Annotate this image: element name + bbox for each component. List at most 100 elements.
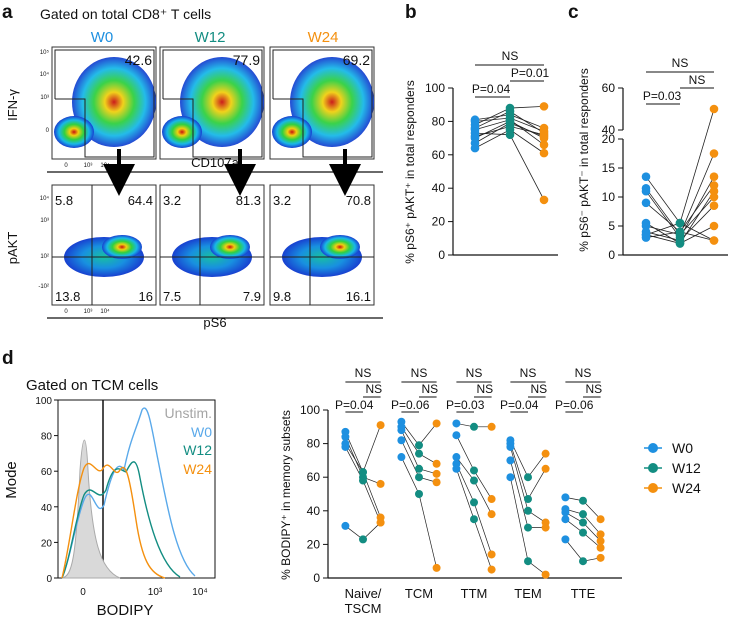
- hist-curve-w24: [61, 462, 166, 579]
- panel-a-bottom-xlabel: pS6: [203, 315, 226, 330]
- bottom-ytick-3: -10²: [38, 284, 49, 290]
- annotation-ns2-1: NS: [421, 382, 438, 396]
- point-2-0-4: [452, 464, 461, 473]
- point-w24-9: [709, 236, 719, 245]
- point-w12-9: [675, 227, 685, 237]
- hist-title: Gated on TCM cells: [26, 377, 158, 394]
- point-1-0-2: [397, 426, 406, 435]
- point-0-0-4: [341, 521, 350, 530]
- category-label-2-0: TTM: [461, 586, 488, 601]
- point-w12-5: [505, 103, 515, 113]
- point-w24-5: [709, 192, 719, 202]
- point-w12-9: [505, 117, 515, 126]
- flow-bottom-density-2: [320, 235, 360, 259]
- panel-d-histogram: Gated on TCM cells Mode BODIPY 0 20 40 60 80…: [3, 377, 216, 619]
- annotation-p-3: P=0.04: [500, 398, 539, 412]
- point-2-0-0: [452, 419, 461, 428]
- flow-top-value-1: 77.9: [233, 52, 260, 68]
- hist-ytick-1: 20: [41, 538, 53, 549]
- hist-curve-unstim: [61, 439, 121, 579]
- category-label-0-0: Naive/: [345, 586, 382, 601]
- y-tick-label-6: 60: [602, 81, 616, 95]
- point-3-1-2: [524, 506, 532, 515]
- point-w0-9: [641, 233, 651, 242]
- point-1-2-4: [432, 563, 441, 572]
- flow-top-value-2: 69.2: [343, 52, 370, 68]
- point-3-1-4: [524, 557, 532, 566]
- point-w24-6: [539, 148, 549, 158]
- point-0-0-1: [341, 432, 350, 441]
- y-tick-label-1: 20: [432, 215, 446, 229]
- point-4-1-1: [579, 510, 587, 519]
- pair-line-0-3: [345, 446, 381, 523]
- point-w24-1: [709, 149, 719, 158]
- point-3-0-3: [506, 456, 515, 465]
- flow-top-density-b-2: [272, 116, 312, 148]
- y-tick-label-5: 40: [602, 123, 616, 137]
- point-1-1-0: [415, 441, 423, 450]
- panel-b-ylabel: % pS6⁺ pAKT⁺ in total responders: [403, 80, 417, 263]
- flow-q-lr-1: 7.9: [243, 289, 261, 304]
- panel-a-col-w24: W24: [308, 29, 339, 46]
- point-w24-6: [709, 201, 719, 210]
- y-tick-label-2: 40: [307, 504, 321, 518]
- y-tick-label-1: 20: [307, 537, 321, 551]
- point-w24-7: [539, 195, 549, 205]
- annotation-p1: P=0.04: [472, 82, 511, 96]
- panel-letter-d: d: [2, 348, 14, 369]
- panel-a-bottom-ylabel: pAKT: [5, 232, 20, 265]
- y-tick-label-1: 5: [608, 219, 615, 233]
- top-xtick-1: 10³: [84, 163, 93, 169]
- point-2-2-3: [487, 550, 496, 559]
- flow-q-ll-1: 7.5: [163, 289, 181, 304]
- point-0-2-4: [376, 518, 385, 527]
- flow-q-ul-0: 5.8: [55, 193, 73, 208]
- point-1-2-3: [432, 478, 441, 487]
- y-tick-label-2: 10: [602, 190, 616, 204]
- hist-xtick-0: 0: [80, 587, 86, 598]
- annotation-p-0: P=0.04: [335, 398, 374, 412]
- point-2-2-2: [487, 510, 496, 519]
- category-label-0-1: TSCM: [345, 601, 382, 616]
- flow-top-gate-2: [272, 49, 373, 158]
- point-2-1-3: [470, 498, 478, 507]
- panel-letter-b: b: [405, 2, 417, 23]
- point-w24-7: [709, 221, 719, 231]
- point-4-1-0: [579, 496, 587, 505]
- point-2-1-2: [470, 476, 478, 485]
- point-0-2-0: [376, 421, 385, 430]
- category-label-4-0: TTE: [571, 586, 596, 601]
- annotation-ns2-2: NS: [476, 382, 493, 396]
- point-4-2-0: [596, 515, 605, 524]
- panel-d-ylabel: % BODIPY⁺ in memory subsets: [279, 410, 293, 580]
- point-3-0-2: [506, 442, 515, 451]
- point-w24-9: [539, 133, 549, 143]
- bottom-ytick-1: 10³: [40, 218, 49, 224]
- panel-a-top-ylabel: IFN-γ: [5, 89, 20, 121]
- point-2-1-1: [470, 466, 478, 475]
- annotation-ns-1: NS: [672, 56, 689, 70]
- point-w24-5: [539, 102, 549, 111]
- flow-q-lr-0: 16: [139, 289, 153, 304]
- point-0-1-2: [359, 468, 367, 477]
- point-4-0-4: [561, 535, 570, 544]
- point-4-0-2: [561, 508, 570, 517]
- annotation-p-2: P=0.03: [446, 398, 485, 412]
- point-2-1-0: [470, 422, 478, 431]
- point-2-0-1: [452, 431, 461, 440]
- point-3-1-0: [524, 473, 532, 482]
- flow-bottom-density-1: [210, 235, 250, 259]
- flow-top-density-b-1: [162, 116, 202, 148]
- bottom-ytick-0: 10⁴: [40, 195, 50, 202]
- bottom-xtick-2: 10⁴: [100, 308, 110, 315]
- flow-q-lr-2: 16.1: [346, 289, 371, 304]
- point-2-2-4: [487, 565, 496, 574]
- point-3-2-3: [541, 523, 550, 532]
- point-1-1-3: [415, 473, 423, 482]
- y-tick-label-0: 0: [608, 248, 615, 262]
- panel-a-title: Gated on total CD8⁺ T cells: [40, 6, 211, 22]
- hist-frame: [57, 399, 216, 579]
- annotation-p2: P=0.01: [511, 66, 550, 80]
- point-2-1-4: [470, 515, 478, 524]
